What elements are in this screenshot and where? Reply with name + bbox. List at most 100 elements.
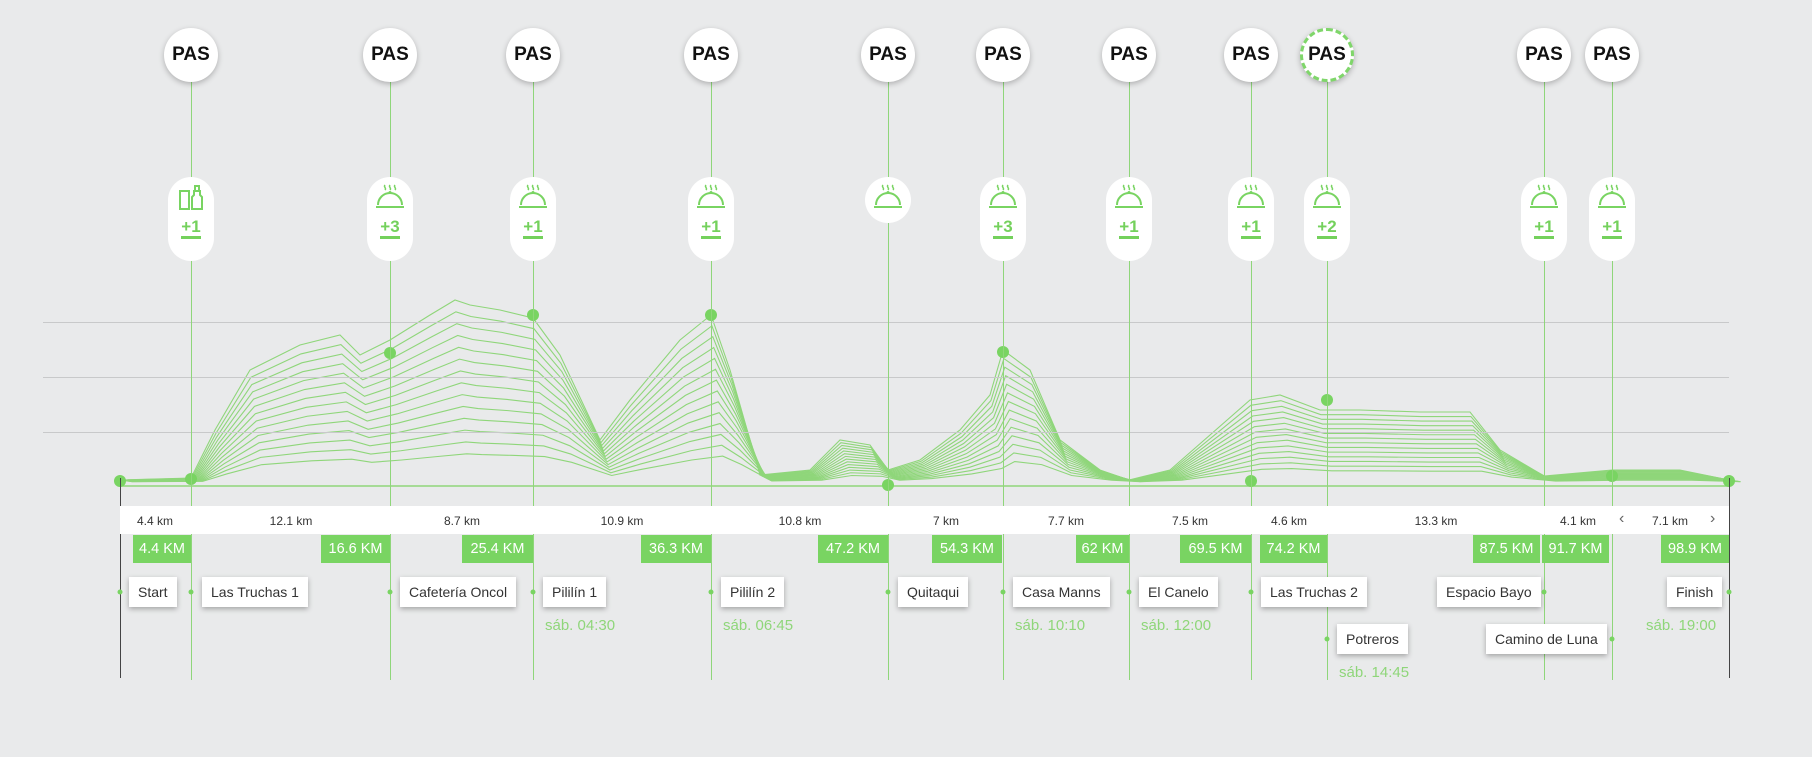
eta-time: sáb. 14:45 — [1339, 664, 1410, 681]
elevation-profile-line — [130, 441, 1740, 483]
elevation-gridline — [43, 432, 1729, 433]
km-marker: 91.7 KM — [1542, 535, 1609, 563]
amenity-count: +1 — [523, 217, 543, 239]
amenity-pill[interactable]: +1 — [1106, 177, 1152, 261]
segment-distance: 4.4 km — [136, 514, 174, 528]
station-name[interactable]: Espacio Bayo — [1437, 577, 1541, 607]
station-dot — [1324, 636, 1330, 642]
km-marker: 62 KM — [1076, 535, 1129, 563]
station-vertical-line — [1729, 478, 1730, 678]
station-dot — [1609, 636, 1615, 642]
amenity-count: +1 — [1534, 217, 1554, 239]
station-vertical-line — [1003, 55, 1004, 680]
elevation-profile-line — [131, 453, 1741, 483]
food-icon — [1530, 184, 1558, 208]
pas-marker[interactable]: PAS — [164, 28, 218, 82]
station-vertical-line — [1544, 55, 1545, 680]
food-icon — [1115, 184, 1143, 208]
station-name[interactable]: Casa Manns — [1013, 577, 1110, 607]
food-icon — [519, 184, 547, 208]
amenity-pill[interactable]: +3 — [367, 177, 413, 261]
amenity-count: +2 — [1317, 217, 1337, 239]
amenity-count: +1 — [1241, 217, 1261, 239]
km-marker: 36.3 KM — [641, 535, 711, 563]
amenity-pill[interactable]: +2 — [1304, 177, 1350, 261]
pas-marker[interactable]: PAS — [363, 28, 417, 82]
elevation-profile-line — [119, 299, 1730, 481]
station-vertical-line — [533, 55, 534, 680]
pas-marker[interactable]: PAS — [861, 28, 915, 82]
drink-icon — [179, 185, 203, 210]
station-name[interactable]: Finish — [1667, 577, 1723, 607]
station-name[interactable]: Camino de Luna — [1486, 624, 1607, 654]
prev-arrow-icon[interactable]: ‹ — [1619, 510, 1625, 527]
station-dot — [1541, 589, 1547, 595]
amenity-pill[interactable]: +1 — [510, 177, 556, 261]
segment-distance: 7.5 km — [1171, 514, 1209, 528]
km-marker: 25.4 KM — [462, 535, 533, 563]
station-dot — [1126, 589, 1132, 595]
station-dot — [188, 589, 194, 595]
elevation-profile-line — [128, 417, 1739, 482]
food-icon — [1598, 184, 1626, 208]
station-name[interactable]: Las Truchas 1 — [202, 577, 308, 607]
station-name[interactable]: El Canelo — [1139, 577, 1218, 607]
amenity-pill[interactable]: +1 — [1228, 177, 1274, 261]
amenity-count: +1 — [1602, 217, 1622, 239]
station-name[interactable]: Pililín 2 — [721, 577, 785, 607]
eta-time: sáb. 12:00 — [1141, 617, 1212, 634]
amenity-pill[interactable] — [865, 177, 911, 223]
pas-marker[interactable]: PAS — [976, 28, 1030, 82]
eta-time: sáb. 04:30 — [545, 617, 616, 634]
station-name[interactable]: Pililín 1 — [543, 577, 607, 607]
km-marker: 16.6 KM — [321, 535, 390, 563]
elevation-gridline — [43, 322, 1729, 323]
amenity-count: +1 — [701, 217, 721, 239]
elevation-gridline — [43, 377, 1729, 378]
station-name[interactable]: Potreros — [1337, 624, 1408, 654]
elevation-profile-line — [125, 370, 1735, 482]
pas-marker[interactable]: PAS — [1300, 28, 1354, 82]
station-vertical-line — [390, 55, 391, 680]
segment-distance: 4.1 km — [1559, 514, 1597, 528]
pas-marker[interactable]: PAS — [1585, 28, 1639, 82]
pas-marker[interactable]: PAS — [506, 28, 560, 82]
segment-distance: 7.7 km — [1047, 514, 1085, 528]
station-dot — [1248, 589, 1254, 595]
amenity-count: +1 — [181, 217, 201, 239]
station-name[interactable]: Start — [129, 577, 177, 607]
eta-time: sáb. 10:10 — [1015, 617, 1086, 634]
pas-marker[interactable]: PAS — [684, 28, 738, 82]
station-dot — [885, 589, 891, 595]
pas-marker[interactable]: PAS — [1102, 28, 1156, 82]
station-dot — [1726, 589, 1732, 595]
station-dot — [117, 589, 123, 595]
pas-marker[interactable]: PAS — [1224, 28, 1278, 82]
station-name[interactable]: Quitaqui — [898, 577, 969, 607]
eta-time: sáb. 06:45 — [723, 617, 794, 634]
food-icon — [697, 184, 725, 208]
station-name[interactable]: Las Truchas 2 — [1261, 577, 1367, 607]
amenity-pill[interactable]: +1 — [688, 177, 734, 261]
km-marker: 98.9 KM — [1661, 535, 1729, 563]
segment-distance: 7 km — [932, 514, 960, 528]
amenity-pill[interactable]: +3 — [980, 177, 1026, 261]
elevation-profile-line — [128, 405, 1738, 482]
amenity-count: +3 — [993, 217, 1013, 239]
amenity-pill[interactable]: +1 — [1521, 177, 1567, 261]
station-vertical-line — [1612, 55, 1613, 680]
segment-distance: 10.9 km — [600, 514, 644, 528]
amenity-pill[interactable]: +1 — [1589, 177, 1635, 261]
km-marker: 4.4 KM — [133, 535, 191, 563]
next-arrow-icon[interactable]: › — [1710, 510, 1716, 527]
pas-marker[interactable]: PAS — [1517, 28, 1571, 82]
station-dot — [708, 589, 714, 595]
amenity-pill[interactable]: +1 — [168, 177, 214, 261]
amenity-count: +1 — [1119, 217, 1139, 239]
segment-distance: 4.6 km — [1270, 514, 1308, 528]
eta-time: sáb. 19:00 — [1646, 617, 1717, 634]
km-marker: 74.2 KM — [1260, 535, 1327, 563]
station-name[interactable]: Cafetería Oncol — [400, 577, 517, 607]
